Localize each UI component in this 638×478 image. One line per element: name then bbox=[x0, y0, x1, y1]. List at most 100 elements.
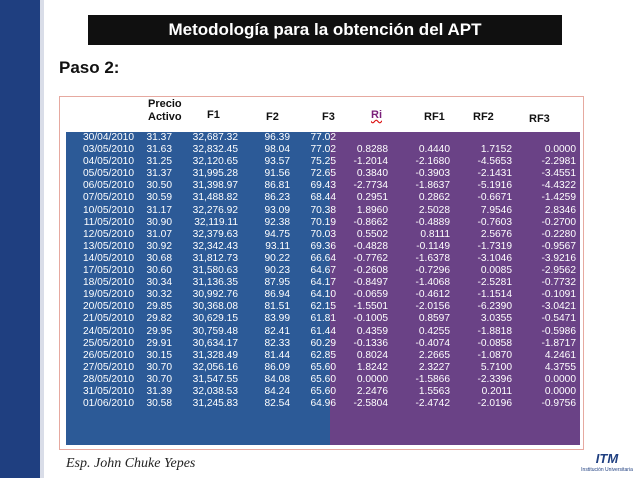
cell-f1: 31,398.97 bbox=[192, 180, 238, 192]
cell-f1: 31,812.73 bbox=[192, 252, 238, 264]
cell-rf2: -0.7603 bbox=[477, 216, 512, 228]
cell-f2: 91.56 bbox=[264, 168, 291, 180]
cell-date: 05/05/2010 bbox=[83, 168, 134, 180]
cell-f2: 93.09 bbox=[264, 204, 291, 216]
cell-rf3: -0.7732 bbox=[541, 277, 576, 289]
cell-f2: 81.51 bbox=[264, 301, 291, 313]
cell-f1: 31,136.35 bbox=[192, 277, 238, 289]
cell-f2: 86.09 bbox=[264, 361, 291, 373]
cell-f2: 82.33 bbox=[264, 337, 291, 349]
cell-rf1: -2.1680 bbox=[415, 156, 450, 168]
cell-rf3: -2.2981 bbox=[541, 156, 576, 168]
cell-rf2: -2.5281 bbox=[477, 277, 512, 289]
cell-ri: -1.2014 bbox=[353, 156, 388, 168]
cell-f3: 69.36 bbox=[310, 240, 337, 252]
cell-f1: 32,038.53 bbox=[192, 385, 238, 397]
cell-rf1: -0.4612 bbox=[415, 289, 450, 301]
table-body: 30/04/2010 31.37 32,687.32 96.39 77.02 03/05/… bbox=[66, 132, 580, 445]
cell-rf2: 0.0085 bbox=[480, 265, 512, 277]
cell-ri: 0.0000 bbox=[356, 373, 388, 385]
cell-f1: 31,547.55 bbox=[192, 373, 238, 385]
cell-f3: 68.44 bbox=[310, 192, 337, 204]
cell-rf2: -0.0858 bbox=[477, 337, 512, 349]
cell-f1: 32,379.63 bbox=[192, 228, 238, 240]
cell-f2: 90.22 bbox=[264, 252, 291, 264]
table-row: 31/05/2010 31.39 32,038.53 84.24 65.60 2.2476… bbox=[66, 386, 580, 398]
table-row: 24/05/2010 29.95 30,759.48 82.41 61.44 0.4359… bbox=[66, 326, 580, 338]
cell-f2: 86.94 bbox=[264, 289, 291, 301]
cell-rf3: 4.2461 bbox=[544, 349, 576, 361]
cell-rf1: 0.8597 bbox=[418, 313, 450, 325]
cell-f1: 32,056.16 bbox=[192, 361, 238, 373]
cell-ri: 0.2951 bbox=[356, 192, 388, 204]
cell-price: 30.50 bbox=[146, 180, 173, 192]
logo-subtitle: Institución Universitaria bbox=[581, 467, 633, 473]
table-row: 12/05/2010 31.07 32,379.63 94.75 70.03 0.5502… bbox=[66, 229, 580, 241]
cell-rf3: -0.2700 bbox=[541, 216, 576, 228]
table-row: 17/05/2010 30.60 31,580.63 90.23 64.67 -0.260… bbox=[66, 265, 580, 277]
table-rows: 30/04/2010 31.37 32,687.32 96.39 77.02 03/05/… bbox=[66, 132, 580, 410]
cell-date: 03/05/2010 bbox=[83, 144, 134, 156]
cell-rf2: -5.1916 bbox=[477, 180, 512, 192]
table-row: 18/05/2010 30.34 31,136.35 87.95 64.17 -0.849… bbox=[66, 277, 580, 289]
table-row: 10/05/2010 31.17 32,276.92 93.09 70.38 1.8960… bbox=[66, 205, 580, 217]
cell-f3: 66.64 bbox=[310, 252, 337, 264]
cell-f3: 70.03 bbox=[310, 228, 337, 240]
cell-rf1: -1.8637 bbox=[415, 180, 450, 192]
cell-date: 13/05/2010 bbox=[83, 240, 134, 252]
table-row: 04/05/2010 31.25 32,120.65 93.57 75.25 -1.201… bbox=[66, 156, 580, 168]
cell-ri: 2.2476 bbox=[356, 385, 388, 397]
cell-f2: 90.23 bbox=[264, 265, 291, 277]
cell-f2: 86.23 bbox=[264, 192, 291, 204]
cell-rf2: -6.2390 bbox=[477, 301, 512, 313]
cell-rf1: -2.4742 bbox=[415, 398, 450, 410]
cell-price: 30.15 bbox=[146, 349, 173, 361]
cell-rf3: -4.4322 bbox=[541, 180, 576, 192]
cell-f2: 87.95 bbox=[264, 277, 291, 289]
header-price-line2: Activo bbox=[148, 111, 182, 123]
cell-f3: 64.96 bbox=[310, 398, 337, 410]
cell-f3: 62.85 bbox=[310, 349, 337, 361]
cell-f2: 84.08 bbox=[264, 373, 291, 385]
cell-price: 29.95 bbox=[146, 325, 173, 337]
table-row: 14/05/2010 30.68 31,812.73 90.22 66.64 -0.776… bbox=[66, 253, 580, 265]
cell-date: 24/05/2010 bbox=[83, 325, 134, 337]
cell-date: 10/05/2010 bbox=[83, 204, 134, 216]
cell-f2: 92.38 bbox=[264, 216, 291, 228]
cell-f1: 31,328.49 bbox=[192, 349, 238, 361]
cell-f2: 96.39 bbox=[264, 132, 291, 143]
cell-f3: 70.19 bbox=[310, 216, 337, 228]
cell-f2: 86.81 bbox=[264, 180, 291, 192]
author-name: Esp. John Chuke Yepes bbox=[66, 456, 196, 471]
cell-rf2: 1.7152 bbox=[480, 144, 512, 156]
cell-f1: 32,342.43 bbox=[192, 240, 238, 252]
cell-ri: -1.5501 bbox=[353, 301, 388, 313]
cell-rf3: -1.4259 bbox=[541, 192, 576, 204]
table-row: 07/05/2010 30.59 31,488.82 86.23 68.44 0.2951… bbox=[66, 192, 580, 204]
cell-f3: 65.60 bbox=[310, 361, 337, 373]
cell-price: 29.85 bbox=[146, 301, 173, 313]
cell-date: 06/05/2010 bbox=[83, 180, 134, 192]
cell-date: 07/05/2010 bbox=[83, 192, 134, 204]
table-row: 28/05/2010 30.70 31,547.55 84.08 65.60 0.0000… bbox=[66, 374, 580, 386]
cell-rf1: 2.5028 bbox=[418, 204, 450, 216]
cell-rf2: -2.1431 bbox=[477, 168, 512, 180]
cell-rf2: -0.6671 bbox=[477, 192, 512, 204]
table-row: 26/05/2010 30.15 31,328.49 81.44 62.85 0.8024… bbox=[66, 350, 580, 362]
header-ri: Ri bbox=[371, 109, 382, 121]
cell-rf1: 1.5563 bbox=[418, 385, 450, 397]
cell-f2: 81.44 bbox=[264, 349, 291, 361]
cell-f1: 32,687.32 bbox=[192, 132, 238, 143]
table-row: 03/05/2010 31.63 32,832.45 98.04 77.02 0.8288… bbox=[66, 144, 580, 156]
cell-rf3: -3.4551 bbox=[541, 168, 576, 180]
cell-date: 30/04/2010 bbox=[83, 132, 134, 143]
cell-f3: 65.60 bbox=[310, 385, 337, 397]
cell-rf1: 0.8111 bbox=[420, 228, 450, 240]
cell-date: 20/05/2010 bbox=[83, 301, 134, 313]
cell-price: 31.17 bbox=[146, 204, 173, 216]
cell-date: 25/05/2010 bbox=[83, 337, 134, 349]
cell-date: 14/05/2010 bbox=[83, 252, 134, 264]
cell-rf1: 2.2665 bbox=[418, 349, 450, 361]
cell-f1: 30,992.76 bbox=[192, 289, 238, 301]
cell-f1: 31,488.82 bbox=[192, 192, 238, 204]
